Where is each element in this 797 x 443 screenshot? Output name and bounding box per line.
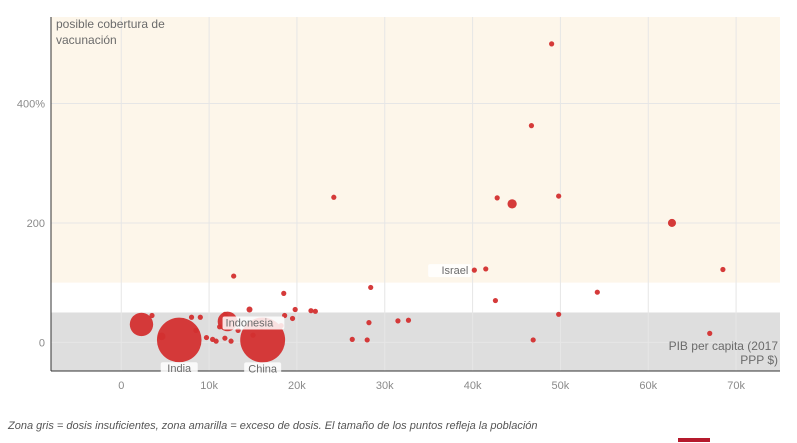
- x-tick-label: 70k: [727, 380, 745, 392]
- x-tick-label: 40k: [464, 380, 482, 392]
- data-point: [193, 327, 199, 334]
- data-point: [366, 320, 372, 326]
- data-point: [549, 41, 555, 47]
- point-label-india: India: [167, 363, 192, 375]
- x-tick-label: 20k: [288, 380, 306, 392]
- data-point: [492, 297, 499, 304]
- data-point: [530, 337, 536, 343]
- data-point: [250, 332, 256, 338]
- data-point: [289, 315, 296, 322]
- point-label-bg: [244, 362, 282, 376]
- data-point: [364, 337, 370, 343]
- data-point: [494, 195, 500, 201]
- data-point: [483, 266, 489, 272]
- x-axis-label-line1: PIB per capita (2017: [669, 339, 779, 353]
- data-point: [156, 317, 202, 363]
- x-tick-label: 30k: [376, 380, 394, 392]
- x-tick-label: 0: [118, 380, 124, 392]
- point-label-china: China: [248, 363, 278, 375]
- data-point: [217, 324, 223, 330]
- y-tick-label: 200: [27, 218, 45, 230]
- chart-caption: Zona gris = dosis insuficientes, zona am…: [8, 420, 538, 432]
- data-point: [405, 317, 412, 323]
- data-point: [395, 318, 401, 324]
- point-label-indonesia: Indonesia: [226, 317, 275, 329]
- data-point: [246, 306, 253, 313]
- data-point: [231, 273, 237, 279]
- data-point: [594, 289, 600, 295]
- data-point: [203, 334, 210, 341]
- data-point: [556, 193, 562, 199]
- y-tick-label: 400%: [17, 99, 45, 111]
- data-point: [228, 338, 234, 344]
- data-point: [222, 335, 228, 341]
- data-point: [210, 336, 216, 342]
- data-point: [349, 336, 355, 342]
- data-point: [157, 332, 166, 341]
- brand-bar: [678, 438, 710, 442]
- data-point: [281, 290, 287, 296]
- data-point: [707, 330, 713, 336]
- y-tick-label: 0: [39, 337, 45, 349]
- data-point: [292, 306, 298, 313]
- data-point: [197, 314, 203, 320]
- data-point: [331, 194, 337, 200]
- data-point: [471, 267, 477, 273]
- data-point: [556, 311, 562, 317]
- zones: [51, 17, 780, 371]
- y-axis-label-line1: posible cobertura de: [56, 17, 165, 31]
- point-label-israel: Israel: [441, 265, 468, 277]
- data-point: [720, 266, 726, 273]
- data-point: [528, 123, 535, 129]
- axes: 0 10k 20k 30k 40k 50k 60k 70k 0 200 400%: [17, 17, 780, 392]
- point-label-bg: [428, 264, 472, 278]
- point-label-bg: [160, 362, 198, 376]
- data-point: [368, 284, 374, 291]
- x-tick-label: 10k: [200, 380, 218, 392]
- data-point: [222, 311, 228, 317]
- zone-excess: [51, 17, 780, 283]
- x-axis-label-line2: PPP $): [740, 353, 778, 367]
- data-point: [129, 312, 154, 337]
- data-point: [149, 312, 155, 319]
- data-point: [507, 199, 517, 209]
- point-labels: Israel India China Indonesia: [160, 264, 472, 376]
- x-tick-label: 60k: [639, 380, 657, 392]
- data-point: [188, 314, 195, 320]
- data-point: [667, 218, 676, 227]
- x-tick-label: 50k: [552, 380, 570, 392]
- point-label-bg: [222, 316, 285, 330]
- y-axis-label-line2: vacunación: [56, 33, 117, 47]
- data-point: [308, 308, 314, 314]
- data-point: [312, 308, 318, 314]
